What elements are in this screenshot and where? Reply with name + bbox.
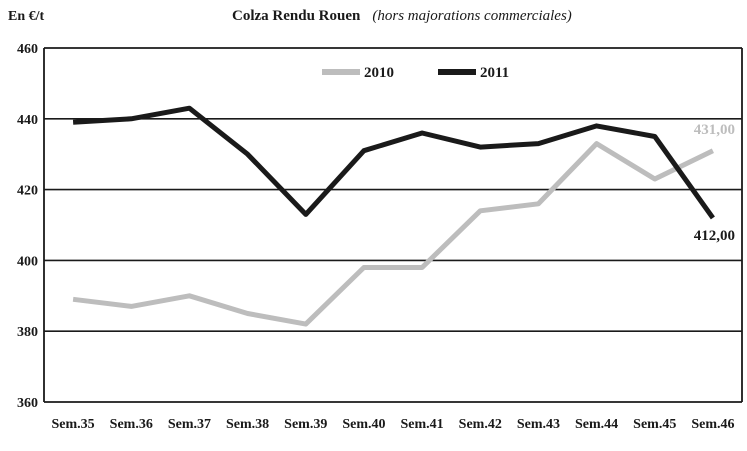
x-tick-labels: Sem.35 Sem.36 Sem.37 Sem.38 Sem.39 Sem.40 Sem.… bbox=[51, 417, 734, 432]
y-tick-label: 380 bbox=[17, 325, 38, 340]
legend-label-2010: 2010 bbox=[364, 65, 394, 81]
x-tick-label: Sem.41 bbox=[400, 417, 443, 432]
chart-title-main: Colza Rendu Rouen bbox=[232, 8, 361, 24]
x-tick-label: Sem.39 bbox=[284, 417, 327, 432]
x-tick-label: Sem.43 bbox=[517, 417, 560, 432]
y-tick-label: 400 bbox=[17, 254, 38, 269]
x-tick-label: Sem.36 bbox=[110, 417, 153, 432]
y-tick-label: 460 bbox=[17, 42, 38, 57]
legend-label-2011: 2011 bbox=[480, 65, 509, 81]
chart-title: Colza Rendu Rouen (hors majorations comm… bbox=[232, 7, 572, 24]
legend: 2010 2011 bbox=[322, 65, 509, 81]
end-label-2011: 412,00 bbox=[694, 228, 735, 244]
series-line-2011 bbox=[72, 105, 715, 220]
x-tick-label: Sem.35 bbox=[51, 417, 94, 432]
chart-subtitle: (hors majorations commerciales) bbox=[372, 8, 571, 24]
x-tick-label: Sem.42 bbox=[459, 417, 502, 432]
y-tick-label: 360 bbox=[17, 396, 38, 411]
series-lines bbox=[72, 105, 715, 327]
y-tick-label: 420 bbox=[17, 184, 38, 199]
x-tick-label: Sem.40 bbox=[342, 417, 385, 432]
x-tick-label: Sem.37 bbox=[168, 417, 211, 432]
y-tick-label: 440 bbox=[17, 113, 38, 128]
data-labels: 431,00 412,00 bbox=[694, 122, 735, 244]
x-tick-label: Sem.45 bbox=[633, 417, 676, 432]
y-tick-labels: 360 380 400 420 440 460 bbox=[17, 42, 38, 411]
grid-lines bbox=[43, 47, 743, 403]
x-tick-label: Sem.44 bbox=[575, 417, 618, 432]
y-axis-label: En €/t bbox=[8, 9, 45, 24]
end-label-2010: 431,00 bbox=[694, 122, 735, 138]
x-tick-label: Sem.46 bbox=[691, 417, 734, 432]
series-line-2010 bbox=[72, 141, 714, 327]
x-tick-label: Sem.38 bbox=[226, 417, 269, 432]
